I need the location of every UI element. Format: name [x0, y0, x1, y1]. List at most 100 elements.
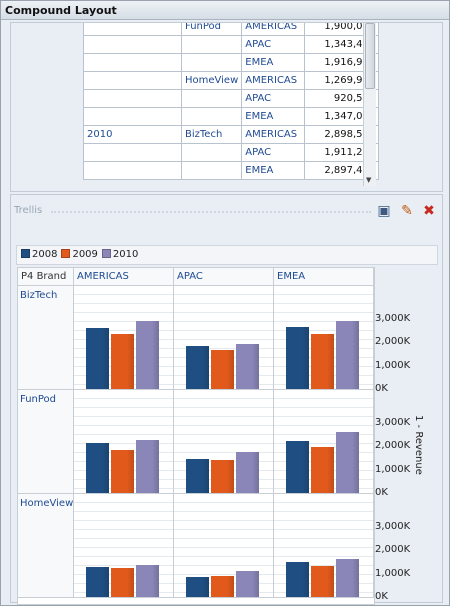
bar-biztech-apac-2009[interactable]: [211, 350, 234, 389]
year-cell[interactable]: [83, 71, 182, 90]
bar-homeview-apac-2010[interactable]: [236, 571, 259, 597]
pivot-row: 2010 BizTech AMERICAS 2,898,504: [83, 125, 380, 144]
y-axis-tick: 0K: [375, 383, 388, 394]
region-cell[interactable]: APAC: [241, 35, 306, 54]
bar-biztech-emea-2010[interactable]: [336, 321, 359, 389]
year-cell[interactable]: [83, 23, 182, 36]
column-header-row: P4 Brand AMERICAS APAC EMEA: [18, 268, 374, 286]
pivot-table-view: FunPod AMERICAS 1,900,025 APAC 1,343,405 EMEA…: [10, 22, 443, 192]
bar-biztech-emea-2008[interactable]: [286, 327, 309, 389]
bar-homeview-emea-2010[interactable]: [336, 559, 359, 597]
trellis-cell: [274, 286, 374, 390]
chart-legend: 2008 2009 2010: [16, 245, 438, 265]
bar-homeview-emea-2008[interactable]: [286, 562, 309, 597]
bar-funpod-apac-2009[interactable]: [211, 460, 234, 493]
region-cell[interactable]: APAC: [241, 143, 306, 162]
column-header-americas[interactable]: AMERICAS: [74, 268, 174, 286]
column-header-apac[interactable]: APAC: [174, 268, 274, 286]
y-axis-label: 1 - Revenue: [413, 415, 424, 475]
y-axis-tick: 0K: [375, 591, 388, 602]
pivot-row: EMEA 2,897,404: [83, 161, 380, 180]
legend-label: 2010: [112, 249, 139, 260]
bar-biztech-americas-2010[interactable]: [136, 321, 159, 389]
brand-cell[interactable]: [180, 89, 243, 108]
region-cell[interactable]: EMEA: [241, 107, 306, 126]
bar-funpod-apac-2010[interactable]: [236, 452, 259, 493]
brand-cell[interactable]: [180, 161, 243, 180]
bar-homeview-emea-2009[interactable]: [311, 566, 334, 597]
bar-funpod-americas-2008[interactable]: [86, 443, 109, 493]
brand-cell[interactable]: [180, 53, 243, 72]
brand-cell[interactable]: FunPod: [180, 23, 243, 36]
trellis-view: Trellis ▣ ✎ ✖ 2008 2009 2010 P4 Brand AMER…: [10, 194, 443, 605]
row-header-biztech[interactable]: BizTech: [18, 286, 74, 390]
y-axis-tick: 1,000K: [375, 567, 411, 579]
bar-homeview-americas-2010[interactable]: [136, 565, 159, 597]
y-axis-tick: 1,000K: [375, 463, 411, 475]
pivot-row: FunPod AMERICAS 1,900,025: [83, 23, 380, 36]
bar-funpod-emea-2008[interactable]: [286, 441, 309, 493]
brand-cell[interactable]: [180, 107, 243, 126]
region-cell[interactable]: EMEA: [241, 53, 306, 72]
bar-homeview-americas-2008[interactable]: [86, 567, 109, 597]
brand-cell[interactable]: [180, 35, 243, 54]
bar-homeview-apac-2008[interactable]: [186, 577, 209, 597]
y-axis-tick: 2,000K: [375, 440, 411, 452]
year-cell[interactable]: [83, 53, 182, 72]
export-pdf-icon[interactable]: ▣: [377, 203, 391, 219]
legend-swatch: [61, 249, 71, 258]
row-header-funpod[interactable]: FunPod: [18, 390, 74, 494]
region-cell[interactable]: AMERICAS: [241, 125, 306, 144]
vertical-scrollbar[interactable]: ▼: [363, 23, 376, 186]
bar-funpod-americas-2010[interactable]: [136, 440, 159, 493]
legend-item[interactable]: 2009: [61, 249, 98, 260]
bar-biztech-emea-2009[interactable]: [311, 334, 334, 389]
pivot-row: APAC 1,343,405: [83, 35, 380, 54]
bar-biztech-apac-2010[interactable]: [236, 344, 259, 389]
brand-cell[interactable]: [180, 143, 243, 162]
pivot-row: HomeView AMERICAS 1,269,953: [83, 71, 380, 90]
y-axis-tick: 3,000K: [375, 520, 411, 532]
bar-funpod-apac-2008[interactable]: [186, 459, 209, 493]
region-cell[interactable]: AMERICAS: [241, 71, 306, 90]
pivot-row: APAC 1,911,265: [83, 143, 380, 162]
year-cell[interactable]: [83, 35, 182, 54]
trellis-drag-handle[interactable]: [51, 211, 371, 214]
brand-cell[interactable]: BizTech: [180, 125, 243, 144]
bar-homeview-apac-2009[interactable]: [211, 576, 234, 597]
region-cell[interactable]: APAC: [241, 89, 306, 108]
year-cell[interactable]: [83, 143, 182, 162]
trellis-cell: [74, 286, 174, 390]
bar-funpod-americas-2009[interactable]: [111, 450, 134, 493]
bar-homeview-americas-2009[interactable]: [111, 568, 134, 597]
trellis-cell: [174, 390, 274, 494]
bar-funpod-emea-2009[interactable]: [311, 447, 334, 493]
region-cell[interactable]: AMERICAS: [241, 23, 306, 36]
close-x-icon[interactable]: ✖: [423, 203, 435, 219]
scrollbar-thumb[interactable]: [365, 23, 375, 89]
year-cell[interactable]: [83, 89, 182, 108]
year-cell[interactable]: [83, 107, 182, 126]
bar-biztech-americas-2008[interactable]: [86, 328, 109, 389]
window-title: Compound Layout: [1, 1, 449, 20]
column-header-emea[interactable]: EMEA: [274, 268, 374, 286]
row-header-homeview[interactable]: HomeView: [18, 494, 74, 598]
scroll-down-arrow-icon[interactable]: ▼: [366, 176, 372, 184]
bar-biztech-americas-2009[interactable]: [111, 334, 134, 389]
year-cell[interactable]: [83, 161, 182, 180]
trellis-grid: P4 Brand AMERICAS APAC EMEA BizTech FunPo…: [17, 267, 375, 605]
y-axis-tick: 2,000K: [375, 544, 411, 556]
legend-item[interactable]: 2010: [101, 249, 139, 260]
brand-cell[interactable]: HomeView: [180, 71, 243, 90]
pencil-icon[interactable]: ✎: [401, 203, 413, 219]
region-cell[interactable]: EMEA: [241, 161, 306, 180]
bar-funpod-emea-2010[interactable]: [336, 432, 359, 493]
year-cell[interactable]: 2010: [83, 125, 182, 144]
y-axis-tick: 3,000K: [375, 312, 411, 324]
bar-biztech-apac-2008[interactable]: [186, 346, 209, 389]
trellis-cell: [274, 494, 374, 598]
legend-item[interactable]: 2008: [21, 249, 57, 260]
pivot-table: FunPod AMERICAS 1,900,025 APAC 1,343,405 EMEA…: [83, 23, 380, 180]
y-axis-tick: 1,000K: [375, 359, 411, 371]
